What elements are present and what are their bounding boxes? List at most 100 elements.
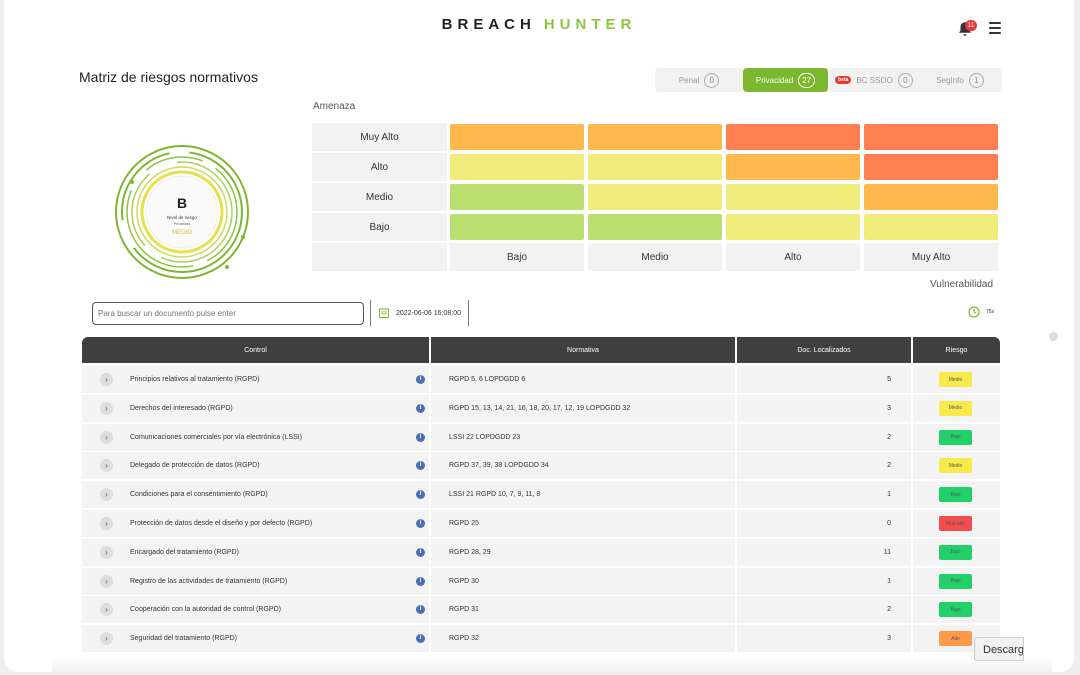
- matrix-cell[interactable]: [726, 214, 860, 240]
- download-button[interactable]: Descarg: [974, 637, 1024, 661]
- expand-chevron-icon[interactable]: ›: [100, 632, 113, 646]
- tab-label: BC SSOO: [856, 75, 893, 85]
- table-row[interactable]: › Encargado del tratamiento (RGPD) i RGP…: [82, 538, 1000, 566]
- info-icon[interactable]: i: [416, 634, 425, 644]
- matrix-cell[interactable]: [450, 184, 584, 210]
- gauge-sub: Privacidad: [174, 222, 190, 226]
- tab-label: SegInfo: [936, 75, 964, 85]
- table-row[interactable]: › Condiciones para el consentimiento (RG…: [82, 481, 1000, 509]
- info-icon[interactable]: i: [416, 519, 425, 528]
- scroll-indicator[interactable]: [1049, 332, 1058, 341]
- matrix-cell[interactable]: [588, 154, 722, 180]
- cell-normativa: RGPD 5, 6 LOPDGDD 6: [431, 366, 735, 393]
- cell-docs: 1: [737, 567, 911, 595]
- tab-penal[interactable]: Penal 0: [655, 68, 743, 92]
- info-icon[interactable]: i: [416, 432, 425, 442]
- control-name: Comunicaciones comerciales por vía elect…: [130, 433, 302, 441]
- control-name: Protección de datos desde el diseño y po…: [130, 520, 313, 527]
- matrix-cell[interactable]: [864, 184, 998, 210]
- cell-normativa: RGPD 37, 39, 38 LOPDGDD 34: [431, 452, 735, 480]
- matrix-cell[interactable]: [726, 124, 860, 150]
- table-row[interactable]: › Delegado de protección de datos (RGPD)…: [82, 452, 1000, 480]
- timer-value: 75s: [986, 309, 995, 315]
- matrix-col-label: Medio: [588, 243, 722, 271]
- th-control[interactable]: Control: [82, 337, 429, 363]
- risk-level-gauge: B Nivel de riesgo Privacidad MEDIO: [115, 145, 249, 279]
- matrix-cell[interactable]: [588, 124, 722, 150]
- tab-bc-ssoo[interactable]: beta BC SSOO 0: [830, 68, 918, 92]
- cell-docs: 5: [737, 366, 911, 393]
- cell-normativa: RGPD 32: [431, 625, 735, 653]
- notification-badge: 11: [965, 20, 977, 31]
- cell-normativa: RGPD 25: [431, 510, 735, 537]
- expand-chevron-icon[interactable]: ›: [100, 574, 113, 588]
- expand-chevron-icon[interactable]: ›: [100, 545, 113, 559]
- info-icon[interactable]: i: [416, 403, 425, 413]
- table-row[interactable]: › Registro de las actividades de tratami…: [82, 567, 1000, 595]
- matrix-cell[interactable]: [450, 154, 584, 180]
- matrix-col-label: Bajo: [450, 243, 584, 271]
- cell-riesgo: Medio: [913, 366, 1000, 393]
- risk-badge: Bajo: [939, 487, 972, 503]
- info-icon[interactable]: i: [416, 375, 425, 384]
- tab-count: 1: [968, 72, 984, 88]
- matrix-x-title: Vulnerabilidad: [930, 279, 994, 290]
- cell-normativa: RGPD 31: [431, 596, 735, 624]
- info-icon[interactable]: i: [416, 605, 425, 615]
- table-row[interactable]: › Protección de datos desde el diseño y …: [82, 510, 1000, 537]
- table-row[interactable]: › Cooperación con la autoridad de contro…: [82, 596, 1000, 624]
- info-icon[interactable]: i: [416, 461, 425, 471]
- page-title: Matriz de riesgos normativos: [79, 69, 258, 85]
- tab-seginfo[interactable]: SegInfo 1: [918, 68, 1002, 92]
- cell-docs: 2: [737, 423, 911, 451]
- risk-badge: Medio: [939, 458, 972, 474]
- cell-control: › Seguridad del tratamiento (RGPD) i: [82, 625, 429, 653]
- info-icon[interactable]: i: [416, 576, 425, 586]
- matrix-cell[interactable]: [864, 214, 998, 240]
- th-docs[interactable]: Doc. Localizados: [737, 337, 911, 363]
- risk-badge: Medio: [939, 372, 972, 387]
- expand-chevron-icon[interactable]: ›: [100, 459, 113, 473]
- expand-chevron-icon[interactable]: ›: [100, 488, 113, 502]
- cell-normativa: LSSI 22 LOPDGDD 23: [431, 423, 735, 451]
- control-name: Delegado de protección de datos (RGPD): [130, 462, 260, 470]
- th-normativa[interactable]: Normativa: [431, 337, 735, 363]
- matrix-cell[interactable]: [588, 214, 722, 240]
- cell-control: › Cooperación con la autoridad de contro…: [82, 596, 429, 624]
- scroll-fade: [52, 657, 1052, 672]
- cell-docs: 1: [737, 481, 911, 509]
- info-icon[interactable]: i: [416, 547, 425, 557]
- cell-control: › Encargado del tratamiento (RGPD) i: [82, 538, 429, 566]
- hamburger-menu-icon[interactable]: [989, 22, 1001, 34]
- matrix-cell[interactable]: [726, 154, 860, 180]
- matrix-cell[interactable]: [726, 184, 860, 210]
- th-riesgo[interactable]: Riesgo: [913, 337, 1000, 363]
- matrix-cell[interactable]: [588, 184, 722, 210]
- expand-chevron-icon[interactable]: ›: [100, 603, 113, 617]
- gauge-level: MEDIO: [172, 230, 192, 236]
- control-name: Seguridad del tratamiento (RGPD): [130, 635, 237, 643]
- brand-logo[interactable]: BREACH HUNTER: [4, 16, 1074, 33]
- info-icon[interactable]: i: [416, 490, 425, 500]
- cell-riesgo: Bajo: [913, 423, 1000, 451]
- table-row[interactable]: › Principios relativos al tratamiento (R…: [82, 366, 1000, 393]
- cell-control: › Registro de las actividades de tratami…: [82, 567, 429, 595]
- expand-chevron-icon[interactable]: ›: [100, 401, 113, 415]
- expand-chevron-icon[interactable]: ›: [100, 373, 113, 386]
- table-row[interactable]: › Seguridad del tratamiento (RGPD) i RGP…: [82, 625, 1000, 653]
- expand-chevron-icon[interactable]: ›: [100, 517, 113, 530]
- cell-docs: 0: [737, 510, 911, 537]
- cell-riesgo: Bajo: [913, 596, 1000, 624]
- search-input[interactable]: [92, 302, 364, 325]
- matrix-cell[interactable]: [864, 154, 998, 180]
- matrix-cell[interactable]: [450, 124, 584, 150]
- category-tabs: Penal 0 Privacidad 27 beta BC SSOO 0 Seg…: [655, 68, 1002, 92]
- matrix-cell[interactable]: [450, 214, 584, 240]
- date-filter[interactable]: 2022-06-06 16:08:00: [370, 300, 469, 326]
- matrix-cell[interactable]: [864, 124, 998, 150]
- tab-privacidad[interactable]: Privacidad 27: [743, 68, 828, 92]
- table-row[interactable]: › Comunicaciones comerciales por vía ele…: [82, 423, 1000, 451]
- expand-chevron-icon[interactable]: ›: [100, 430, 113, 444]
- refresh-timer[interactable]: 75s: [968, 306, 994, 318]
- table-row[interactable]: › Derechos del interesado (RGPD) i RGPD …: [82, 394, 1000, 422]
